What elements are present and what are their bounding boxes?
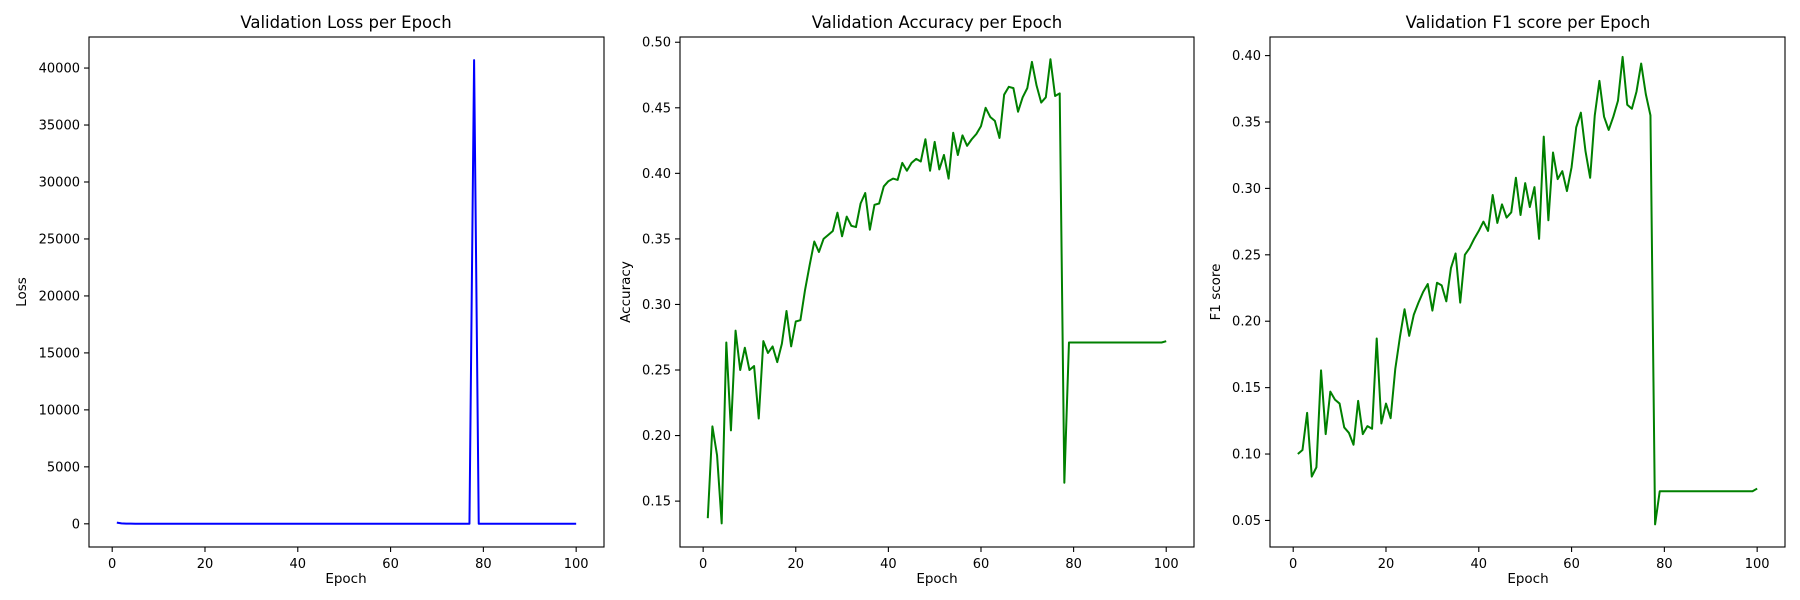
plot-frame: [88, 36, 605, 548]
x-tick-label: 80: [475, 557, 492, 572]
y-tick-label: 0.25: [1232, 248, 1261, 263]
y-tick-label: 10000: [39, 403, 80, 418]
x-tick-label: 60: [1563, 557, 1580, 572]
accuracy-chart: Validation Accuracy per Epoch Epoch Accu…: [618, 13, 1195, 587]
x-tick-label: 100: [1745, 557, 1770, 572]
x-axis-label: Epoch: [916, 571, 957, 587]
plot-frame: [1269, 36, 1786, 548]
x-tick-label: 60: [382, 557, 399, 572]
x-tick-label: 20: [787, 557, 804, 572]
x-axis-label: Epoch: [1507, 571, 1548, 587]
y-tick-label: 0.20: [1232, 315, 1261, 330]
y-tick-label: 35000: [39, 119, 80, 134]
y-tick-label: 0.20: [642, 429, 671, 444]
series-line: [706, 58, 1167, 525]
y-tick-label: 0.15: [1232, 381, 1261, 396]
y-tick-label: 0.10: [1232, 448, 1261, 463]
chart-title: Validation Loss per Epoch: [240, 13, 451, 32]
y-tick-label: 20000: [39, 289, 80, 304]
y-axis-label: F1 score: [1208, 264, 1224, 321]
y-tick-label: 40000: [39, 62, 80, 77]
x-tick-label: 40: [1471, 557, 1488, 572]
series-line: [116, 59, 577, 525]
y-tick-label: 0.15: [642, 495, 671, 510]
x-tick-label: 100: [1154, 557, 1179, 572]
chart-title: Validation F1 score per Epoch: [1406, 13, 1651, 32]
x-tick-label: 0: [108, 557, 116, 572]
loss-chart: Validation Loss per Epoch Epoch Loss 0 20…: [14, 13, 605, 587]
x-tick-label: 0: [699, 557, 707, 572]
x-tick-label: 40: [290, 557, 307, 572]
plot-frame: [679, 36, 1195, 548]
x-tick-label: 100: [564, 557, 589, 572]
y-tick-label: 0.40: [642, 167, 671, 182]
x-tick-label: 60: [973, 557, 990, 572]
x-tick-label: 40: [880, 557, 897, 572]
y-axis-label: Loss: [14, 277, 30, 307]
x-tick-label: 20: [1378, 557, 1395, 572]
x-tick-label: 80: [1065, 557, 1082, 572]
y-tick-label: 15000: [39, 346, 80, 361]
f1-score-chart: Validation F1 score per Epoch Epoch F1 s…: [1208, 13, 1786, 587]
x-tick-label: 80: [1656, 557, 1673, 572]
series-line: [1297, 55, 1758, 526]
y-tick-label: 0.50: [642, 36, 671, 51]
y-tick-label: 30000: [39, 175, 80, 190]
x-tick-label: 20: [197, 557, 214, 572]
y-tick-label: 0.30: [1232, 182, 1261, 197]
y-tick-label: 25000: [39, 232, 80, 247]
y-tick-label: 5000: [47, 460, 80, 475]
y-tick-label: 0.40: [1232, 49, 1261, 64]
y-tick-label: 0.35: [1232, 116, 1261, 131]
y-axis-label: Accuracy: [618, 261, 634, 323]
y-tick-label: 0.45: [642, 101, 671, 116]
y-tick-label: 0.25: [642, 364, 671, 379]
x-axis-label: Epoch: [325, 571, 366, 587]
chart-title: Validation Accuracy per Epoch: [812, 13, 1062, 32]
x-tick-label: 0: [1289, 557, 1297, 572]
y-tick-label: 0.35: [642, 232, 671, 247]
y-tick-label: 0: [72, 517, 80, 532]
y-tick-label: 0.05: [1232, 514, 1261, 529]
y-tick-label: 0.30: [642, 298, 671, 313]
